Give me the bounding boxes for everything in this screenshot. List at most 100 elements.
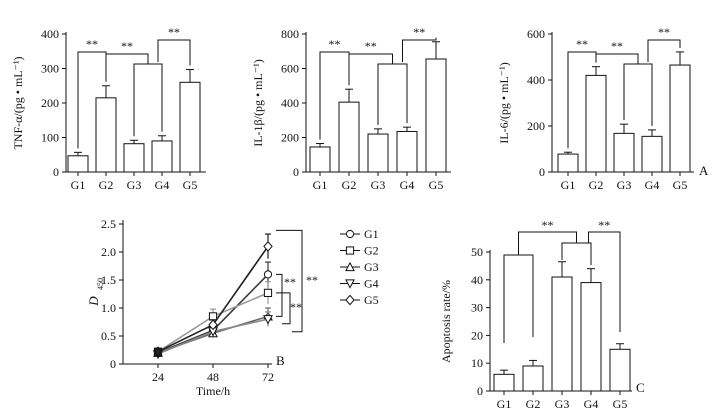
tnf-y-tick-label: 200 — [41, 96, 59, 110]
apoptosis-y-tick-label: 0 — [477, 384, 483, 398]
apoptosis-sig-label-1: ** — [542, 218, 554, 232]
prolif-y-tick-label: 2.5 — [101, 217, 116, 231]
il1b-x-tick-label-G5: G5 — [429, 178, 444, 192]
apoptosis-bar-G2 — [522, 365, 544, 392]
tnf-y-tick-label: 400 — [41, 27, 59, 41]
tnf-bar-G1 — [67, 155, 89, 173]
prolif-point-G4-72 — [263, 315, 273, 325]
il6-x-tick-label-G4: G4 — [645, 178, 660, 192]
il1b-y-tick-label: 400 — [281, 96, 299, 110]
prolif-point-G1-72 — [263, 270, 273, 279]
il1b-y-tick-label: 200 — [281, 131, 299, 145]
apoptosis-x-tick-label-G3: G3 — [555, 397, 570, 411]
il6-sig-label-1: ** — [576, 37, 588, 51]
il1b-bar-G4 — [396, 130, 418, 173]
prolif-point-G2-48 — [208, 312, 218, 321]
apoptosis-sig-bracket-2 — [588, 231, 621, 332]
apoptosis-bar-G1 — [493, 373, 515, 392]
il1b-group-bracket — [377, 63, 408, 125]
prolif-y-tick-label: 2.0 — [101, 245, 116, 259]
tnf-sig-bracket-2 — [106, 53, 149, 64]
il1b-sig-label-2: ** — [365, 39, 377, 53]
tnf-x-tick-label-G4: G4 — [155, 178, 170, 192]
prolif-x-tick-label-24: 24 — [152, 370, 164, 384]
apoptosis-group-bracket-1 — [503, 254, 534, 343]
apoptosis-sig-label-2: ** — [598, 218, 610, 232]
apoptosis-x-tick-label-G4: G4 — [584, 397, 599, 411]
tnf-sig-label-3: ** — [168, 25, 180, 39]
tnf-y-tick-label: 300 — [41, 62, 59, 76]
il1b-sig-bracket-3 — [402, 37, 437, 62]
apoptosis-panel-letter: C — [636, 380, 645, 395]
prolif-legend-label-G5: G5 — [364, 293, 379, 307]
apoptosis-y-axis-label: Apoptosis rate/% — [439, 280, 453, 363]
apoptosis-y-tick-label: 20 — [471, 328, 483, 342]
tnf-sig-label-2: ** — [121, 39, 133, 53]
tnf-y-tick-label: 100 — [41, 131, 59, 145]
tnf-x-tick-label-G2: G2 — [99, 178, 114, 192]
prolif-y-tick-label: 0 — [110, 357, 116, 371]
prolif-y-tick-label: 0.5 — [101, 329, 116, 343]
il1b-x-tick-label-G1: G1 — [313, 178, 328, 192]
tnf-bar-G3 — [123, 143, 145, 173]
prolif-legend-marker-G2 — [345, 246, 355, 255]
prolif-point-G5-48 — [208, 319, 218, 331]
prolif-panel-letter: B — [276, 353, 285, 368]
il6-bar-G2 — [585, 74, 607, 173]
tnf-sig-bracket-1 — [77, 51, 107, 149]
il6-x-tick-label-G1: G1 — [561, 178, 576, 192]
apoptosis-bar-G5 — [609, 348, 631, 392]
prolif-legend-label-G4: G4 — [364, 277, 379, 291]
il1b-bar-G1 — [309, 146, 331, 173]
tnf-group-bracket — [133, 63, 163, 137]
il6-group-bracket — [623, 63, 653, 126]
il6-y-tick-label: 400 — [527, 73, 545, 87]
il6-x-tick-label-G3: G3 — [617, 178, 632, 192]
il6-sig-label-2: ** — [611, 39, 623, 53]
prolif-sig-label-1: ** — [284, 275, 296, 289]
il1b-x-tick-label-G4: G4 — [400, 178, 415, 192]
prolif-sig-bracket-1 — [276, 273, 283, 317]
tnf-bar-G4 — [151, 140, 173, 173]
tnf-y-tick-label: 0 — [53, 165, 59, 179]
prolif-point-G5-24 — [153, 346, 163, 358]
il1b-y-tick-label: 800 — [281, 27, 299, 41]
prolif-sig-bracket-3 — [276, 229, 303, 333]
il6-y-tick-label: 200 — [527, 119, 545, 133]
prolif-y-tick-label: 1.5 — [101, 273, 116, 287]
il1b-y-tick-label: 0 — [293, 165, 299, 179]
apoptosis-bar-G3 — [551, 276, 573, 392]
tnf-y-axis-label: TNF-α/(pg • mL⁻¹) — [11, 56, 25, 149]
il1b-y-tick-label: 600 — [281, 62, 299, 76]
prolif-x-tick-label-48: 48 — [207, 370, 219, 384]
il6-x-tick-label-G2: G2 — [589, 178, 604, 192]
il6-bar-G1 — [557, 153, 579, 173]
il6-sig-label-3: ** — [658, 25, 670, 39]
prolif-legend-marker-G5 — [345, 294, 355, 306]
il6-sig-bracket-2 — [596, 53, 639, 64]
il1b-x-tick-label-G3: G3 — [371, 178, 386, 192]
il1b-sig-bracket-1 — [319, 51, 350, 140]
il6-panel-letter: A — [699, 163, 709, 178]
prolif-y-axis-label: D 450 — [86, 278, 105, 307]
il6-y-tick-label: 600 — [527, 27, 545, 41]
apoptosis-x-tick-label-G1: G1 — [497, 397, 512, 411]
prolif-y-axis-label-main: D — [86, 296, 101, 307]
prolif-x-tick-label-72: 72 — [262, 370, 274, 384]
il1b-x-tick-label-G2: G2 — [342, 178, 357, 192]
apoptosis-x-tick-label-G5: G5 — [613, 397, 628, 411]
il1b-bar-G3 — [367, 133, 389, 173]
prolif-legend-label-G1: G1 — [364, 227, 379, 241]
prolif-sig-bracket-2 — [276, 292, 291, 325]
prolif-sig-label-3: ** — [306, 273, 318, 287]
tnf-x-tick-label-G5: G5 — [183, 178, 198, 192]
il6-sig-bracket-3 — [647, 39, 681, 62]
apoptosis-y-tick-label: 30 — [471, 301, 483, 315]
prolif-legend-marker-G1 — [345, 229, 355, 239]
il1b-bar-G2 — [338, 101, 360, 173]
il6-x-tick-label-G5: G5 — [673, 178, 688, 192]
tnf-sig-bracket-3 — [157, 39, 191, 66]
prolif-y-tick-label: 1.0 — [101, 301, 116, 315]
il6-bar-G5 — [669, 64, 691, 173]
